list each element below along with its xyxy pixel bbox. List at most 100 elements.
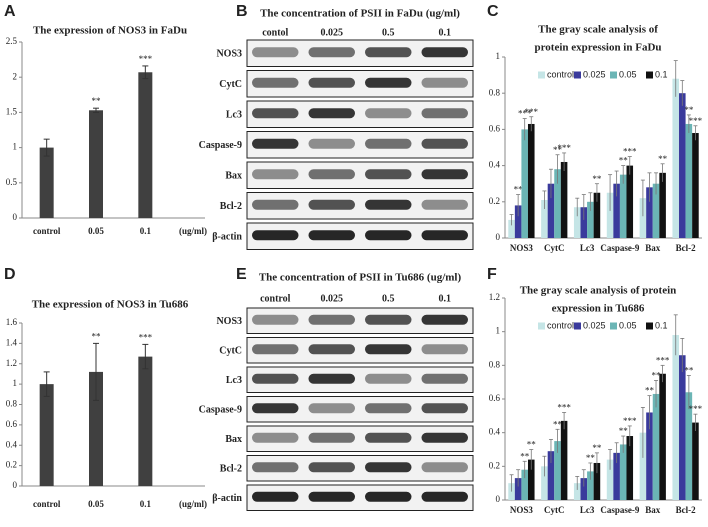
significance: **	[92, 96, 102, 106]
lane-label: 0.025	[321, 293, 344, 304]
significance: **	[92, 331, 102, 341]
bar	[554, 441, 561, 500]
y-tick-label: 0.6	[489, 393, 501, 403]
protein-label: β-actin	[212, 493, 242, 504]
protein-label: Lc3	[226, 110, 242, 121]
x-tick-label: Caspase-9	[600, 505, 640, 515]
significance: ***	[623, 416, 637, 426]
bar	[672, 78, 680, 238]
protein-label: CytC	[219, 79, 242, 90]
band	[421, 138, 468, 149]
significance: ***	[656, 355, 670, 365]
significance: ***	[525, 107, 539, 117]
band	[421, 344, 468, 355]
lane-label: 0.5	[382, 27, 395, 38]
chart-title: The expression of NOS3 in Tu686	[32, 299, 189, 311]
legend-label: 0.1	[655, 69, 668, 79]
bar	[514, 478, 522, 500]
band	[421, 169, 468, 180]
protein-label: Bcl-2	[220, 464, 242, 475]
y-tick-label: 0	[496, 494, 501, 504]
band	[365, 373, 412, 384]
band	[365, 230, 412, 241]
band	[365, 108, 412, 119]
lane-label: 0.025	[321, 27, 344, 38]
significance: **	[520, 451, 530, 461]
y-tick-label: 1.6	[6, 317, 18, 327]
band	[308, 314, 355, 325]
bar	[626, 165, 634, 238]
legend-label: 0.025	[583, 320, 606, 330]
band	[308, 77, 355, 88]
band	[308, 462, 355, 473]
y-tick-label: 0.8	[6, 399, 18, 409]
x-tick-label: Lc3	[580, 243, 595, 253]
chart-title: expression in Tu686	[552, 303, 645, 315]
bar	[527, 123, 535, 238]
lane-label: 0.1	[439, 293, 452, 304]
significance: **	[619, 156, 629, 166]
band	[365, 344, 412, 355]
band	[252, 314, 299, 325]
significance: **	[514, 185, 524, 195]
bar	[659, 172, 666, 238]
protein-label: Caspase-9	[199, 140, 242, 151]
band	[308, 47, 355, 58]
legend-label: 0.05	[619, 320, 637, 330]
bar	[89, 371, 103, 486]
band	[308, 230, 355, 241]
blot-title: The concentration of PSII in Tu686 (ug/m…	[259, 272, 462, 284]
band	[308, 373, 355, 384]
protein-label: Lc3	[226, 375, 242, 386]
bar	[547, 183, 555, 238]
chart-title: The gray scale analysis of protein	[520, 285, 677, 297]
y-tick-label: 0.5	[6, 177, 18, 187]
band	[308, 344, 355, 355]
band	[365, 491, 412, 502]
band	[365, 432, 412, 443]
significance: **	[645, 386, 655, 396]
x-tick-label: Caspase-9	[600, 243, 640, 253]
bar	[606, 192, 614, 238]
y-tick-label: 1	[496, 51, 501, 61]
legend-swatch	[574, 322, 581, 330]
chart-title: protein expression in FaDu	[534, 42, 661, 54]
y-tick-label: 0.2	[489, 460, 500, 470]
legend-label: 0.1	[655, 320, 668, 330]
y-tick-label: 0.8	[489, 359, 501, 369]
y-tick-label: 0.8	[489, 87, 501, 97]
y-tick-label: 0	[13, 480, 18, 490]
band	[252, 138, 299, 149]
lane-label: control	[260, 293, 291, 304]
protein-label: Bax	[225, 434, 242, 445]
protein-label: Caspase-9	[199, 405, 242, 416]
band	[252, 432, 299, 443]
band	[421, 77, 468, 88]
bar	[521, 469, 528, 500]
significance: ***	[557, 143, 571, 153]
protein-label: Bax	[225, 171, 242, 182]
protein-label: CytC	[219, 346, 242, 357]
bar	[646, 187, 653, 238]
bar	[541, 199, 548, 238]
band	[421, 314, 468, 325]
x-tick-label: 0.1	[140, 226, 152, 236]
band	[252, 77, 299, 88]
x-tick-label: 0.05	[88, 499, 104, 509]
x-tick-label: NOS3	[510, 243, 534, 253]
significance: ***	[689, 404, 703, 414]
y-tick-label: 1.5	[6, 106, 18, 116]
band	[252, 169, 299, 180]
bar	[639, 432, 647, 500]
x-tick-label: control	[33, 499, 61, 509]
legend-swatch	[574, 71, 581, 79]
band	[252, 199, 299, 210]
band	[252, 108, 299, 119]
bar	[685, 123, 693, 238]
band	[252, 230, 299, 241]
band	[252, 491, 299, 502]
significance: **	[586, 453, 596, 463]
y-tick-label: 0.2	[6, 460, 17, 470]
y-tick-label: 1.2	[489, 292, 500, 302]
